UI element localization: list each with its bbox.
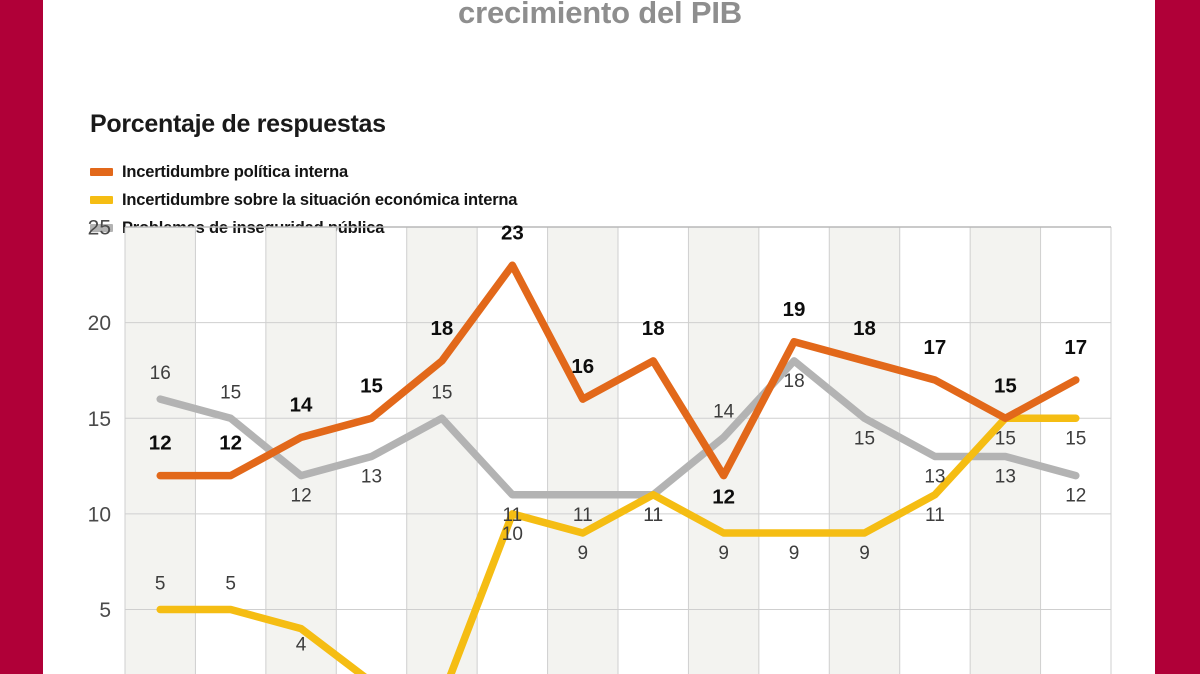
- series-line-economica: [156, 414, 1080, 674]
- y-axis-tick-label: 10: [88, 503, 111, 526]
- data-label: 4: [296, 635, 307, 656]
- y-axis-tick-label: 25: [88, 217, 111, 240]
- data-label: 15: [360, 374, 383, 397]
- plot-band: [829, 227, 900, 674]
- data-label: 12: [291, 486, 312, 507]
- data-label: 9: [718, 543, 729, 564]
- data-label: 15: [995, 428, 1016, 449]
- data-label: 17: [924, 336, 947, 359]
- data-label: 11: [502, 505, 522, 526]
- data-label: 12: [149, 432, 172, 455]
- series-line-politica: [156, 261, 1080, 480]
- legend-swatch-orange-icon: [90, 168, 113, 176]
- legend-label-politica: Incertidumbre política interna: [122, 162, 348, 181]
- series-line-inseguridad: [156, 357, 1080, 499]
- data-label: 18: [784, 371, 805, 392]
- page-title: incertidumbre política como el peor obst…: [458, 0, 742, 31]
- plot-band: [547, 227, 618, 674]
- data-label: 14: [713, 401, 735, 422]
- data-label: 11: [925, 505, 945, 526]
- data-label: 16: [571, 355, 594, 378]
- data-label: 17: [1064, 336, 1087, 359]
- data-label: 18: [853, 317, 876, 340]
- data-label: 11: [643, 505, 663, 526]
- data-label: 14: [290, 393, 313, 416]
- legend-swatch-yellow-icon: [90, 196, 113, 204]
- data-label: 15: [994, 374, 1017, 397]
- left-accent-bar: [0, 0, 46, 674]
- data-label: 18: [642, 317, 665, 340]
- chart-canvas: incertidumbre política como el peor obst…: [49, 0, 1151, 674]
- data-label: 15: [1065, 428, 1086, 449]
- data-label: 9: [577, 543, 588, 564]
- plot-band: [125, 227, 196, 674]
- data-label: 18: [431, 317, 454, 340]
- data-label: 23: [501, 221, 524, 244]
- chart-subtitle: Porcentaje de respuestas: [90, 110, 386, 138]
- data-label: 9: [789, 543, 800, 564]
- plot-band: [688, 227, 759, 674]
- data-label: 9: [859, 543, 870, 564]
- left-accent-bar-separator: [43, 0, 46, 674]
- data-label: 13: [924, 467, 945, 488]
- right-accent-bar-separator: [1152, 0, 1155, 674]
- data-label: 13: [361, 467, 382, 488]
- data-label: 12: [219, 432, 242, 455]
- plot-band: [970, 227, 1041, 674]
- legend-label-economica: Incertidumbre sobre la situación económi…: [122, 190, 518, 209]
- data-label: 5: [155, 574, 166, 595]
- data-label: 15: [431, 382, 452, 403]
- legend-swatch-gray-icon: [90, 224, 113, 232]
- data-label: 15: [854, 428, 875, 449]
- right-accent-bar: [1152, 0, 1200, 674]
- data-label: 10: [502, 524, 523, 545]
- data-label: 5: [225, 574, 236, 595]
- plot-band: [406, 227, 478, 674]
- y-axis-tick-label: 20: [88, 312, 111, 335]
- data-label: 12: [712, 486, 735, 509]
- data-label: 11: [643, 505, 663, 526]
- data-label: 19: [783, 298, 806, 321]
- data-label: 16: [150, 363, 171, 384]
- y-axis-tick-label: 5: [99, 599, 111, 622]
- data-label: 15: [220, 382, 241, 403]
- plot-area: 5 10 15 20 25 12 12 14 15 18 23 16 18 12 19 18 17 15 17 5 5 4…: [49, 0, 1151, 674]
- legend-item-economica[interactable]: Incertidumbre sobre la situación económi…: [90, 186, 517, 214]
- line-chart-svg: 5 10 15 20 25 12 12 14 15 18 23 16 18 12 19 18 17 15 17 5 5 4…: [88, 217, 1112, 674]
- data-label: 12: [1065, 486, 1086, 507]
- data-label: 11: [573, 505, 593, 526]
- data-label: 13: [995, 467, 1016, 488]
- y-axis-tick-label: 15: [88, 408, 111, 431]
- legend-item-politica[interactable]: Incertidumbre política interna: [90, 158, 517, 186]
